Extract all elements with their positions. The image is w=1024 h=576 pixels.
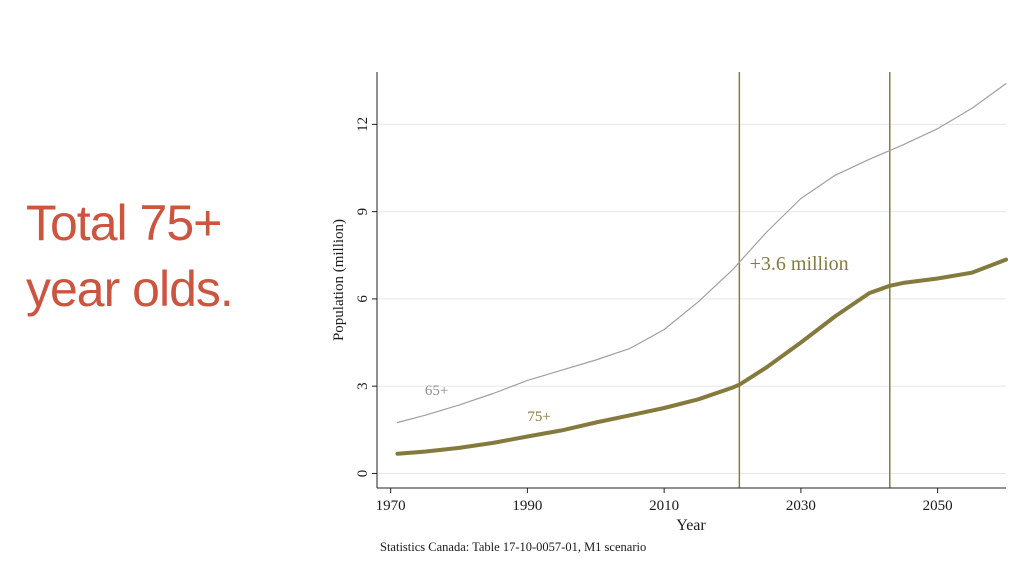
gridlines bbox=[377, 123, 1006, 474]
series-line-65plus bbox=[396, 82, 1007, 424]
series-line-75plus bbox=[395, 257, 1008, 456]
reference-lines bbox=[738, 72, 891, 488]
annotation-label: +3.6 million bbox=[750, 253, 849, 275]
y-tick-label: 9 bbox=[355, 208, 371, 216]
axes bbox=[376, 72, 1006, 489]
x-tick-label: 2030 bbox=[786, 498, 816, 514]
y-axis-title: Population (million) bbox=[331, 219, 347, 341]
x-tick-label: 2050 bbox=[923, 498, 953, 514]
y-tick-label: 12 bbox=[355, 117, 371, 132]
y-tick-label: 3 bbox=[355, 382, 371, 390]
x-tick-label: 1970 bbox=[376, 498, 406, 514]
annotations: 65+ 75+ +3.6 million bbox=[425, 253, 849, 425]
y-tick-label: 6 bbox=[355, 295, 371, 303]
series-lines bbox=[395, 82, 1008, 456]
annotation-label: 75+ bbox=[527, 409, 550, 425]
annotation-label: 65+ bbox=[425, 383, 448, 399]
slide-title-line-2: year olds. bbox=[26, 261, 234, 317]
x-tick-label: 1990 bbox=[512, 498, 542, 514]
source-note: Statistics Canada: Table 17-10-0057-01, … bbox=[380, 540, 647, 554]
slide-title: Total 75+ year olds. bbox=[26, 190, 326, 322]
y-tick-label: 0 bbox=[355, 470, 371, 478]
x-axis-title: Year bbox=[676, 517, 706, 534]
slide-title-line-1: Total 75+ bbox=[26, 195, 222, 251]
x-tick-label: 2010 bbox=[649, 498, 679, 514]
axis-ticks: 0 3 6 9 12 1970 1990 2010 2030 2050 bbox=[355, 117, 953, 514]
